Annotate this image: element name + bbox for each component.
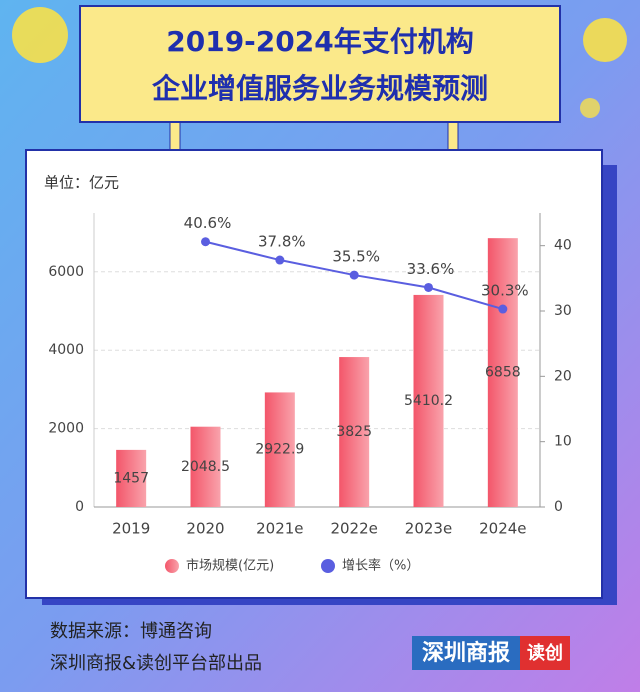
x-tick-label: 2022e xyxy=(330,520,377,538)
logo-brand: 读创 xyxy=(527,642,563,664)
bar xyxy=(116,449,147,507)
decor-coin xyxy=(12,7,68,63)
y2-tick-label: 30 xyxy=(554,303,572,319)
bar-label: 5410.2 xyxy=(404,393,453,409)
growth-point xyxy=(201,237,210,247)
growth-label: 30.3% xyxy=(481,282,529,300)
y-tick-label: 4000 xyxy=(48,342,84,358)
bar xyxy=(339,357,370,507)
legend-swatch xyxy=(321,559,335,573)
y2-tick-label: 0 xyxy=(554,499,563,515)
x-tick-label: 2021e xyxy=(256,520,303,538)
y-tick-label: 2000 xyxy=(48,421,84,437)
growth-label: 40.6% xyxy=(184,214,232,232)
bar xyxy=(264,392,295,507)
growth-point xyxy=(275,255,285,265)
legend-swatch xyxy=(165,559,179,573)
growth-label: 33.6% xyxy=(407,260,455,278)
producer: 深圳商报&读创平台部出品 xyxy=(50,653,262,674)
y-tick-label: 0 xyxy=(75,499,84,515)
legend-label: 增长率（%） xyxy=(342,558,419,574)
y2-tick-label: 20 xyxy=(554,368,572,384)
y2-tick-label: 40 xyxy=(554,238,572,254)
x-tick-label: 2019 xyxy=(112,520,150,538)
x-tick-label: 2020 xyxy=(186,520,224,538)
growth-point xyxy=(424,282,433,292)
y2-tick-label: 10 xyxy=(554,434,572,450)
decor-coin xyxy=(583,18,627,62)
growth-point xyxy=(349,270,359,280)
bar xyxy=(190,426,221,507)
bar-label: 6858 xyxy=(485,365,521,381)
growth-label: 35.5% xyxy=(332,248,380,266)
bar-label: 2048.5 xyxy=(181,459,230,475)
title-box xyxy=(79,5,561,123)
decor-coin xyxy=(580,98,600,118)
growth-label: 37.8% xyxy=(258,233,306,251)
x-tick-label: 2024e xyxy=(479,520,526,538)
logo-bg xyxy=(412,636,520,670)
title: 企业增值服务业务规模预测 xyxy=(152,72,488,105)
bar xyxy=(487,238,518,508)
logo-brand-bg xyxy=(520,636,570,670)
logo-name: 深圳商报 xyxy=(422,640,510,666)
title: 2019-2024年支付机构 xyxy=(166,25,473,58)
source: 数据来源：博通咨询 xyxy=(50,621,212,642)
bar-label: 3825 xyxy=(336,424,372,440)
x-tick-label: 2023e xyxy=(405,520,452,538)
legend-label: 市场规模(亿元) xyxy=(186,558,274,574)
bar xyxy=(413,294,444,507)
bar-label: 1457 xyxy=(113,470,149,486)
y-tick-label: 6000 xyxy=(48,264,84,280)
growth-point xyxy=(498,304,508,314)
unit-label: 单位：亿元 xyxy=(44,174,119,192)
bar-label: 2922.9 xyxy=(255,442,304,458)
